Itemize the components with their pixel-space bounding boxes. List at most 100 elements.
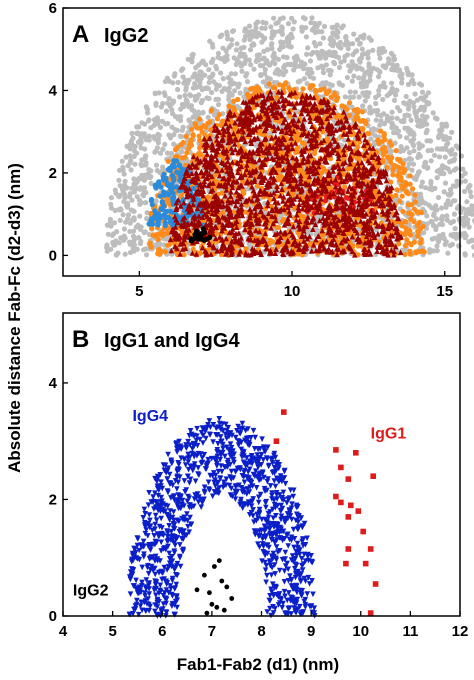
panel-a-point: [109, 232, 115, 238]
panel-a-point: [204, 85, 210, 91]
panel-a-point: [402, 125, 408, 131]
panel-a-point: [229, 159, 236, 165]
panel-a-point: [440, 234, 446, 240]
panel-a-point: [145, 118, 152, 124]
panel-a-point: [451, 211, 458, 217]
panel-a-point: [143, 153, 149, 159]
panel-a-point: [354, 37, 360, 43]
panel-a-point: [145, 110, 151, 116]
panel-a-point: [336, 64, 343, 70]
panel-a-point: [357, 41, 363, 47]
panel-a-point: [356, 94, 362, 100]
panel-a-point: [447, 192, 453, 198]
panel-a-point: [153, 198, 159, 204]
panel-a-point: [257, 62, 263, 69]
panel-a-point: [152, 90, 158, 96]
panel-a-point: [162, 141, 168, 147]
panel-a-point: [343, 201, 349, 207]
panel-a-point: [112, 207, 118, 214]
panel-a-point: [204, 151, 210, 157]
panel-a-point: [461, 230, 468, 236]
panel-a-point: [116, 194, 122, 200]
panel-a-point: [326, 224, 333, 230]
panel-a-point: [209, 210, 216, 217]
panel-a-point: [145, 135, 151, 141]
panel-a-point: [272, 133, 279, 140]
panel-a-point: [365, 157, 371, 164]
panel-a-point: [321, 23, 328, 29]
panel-a-point: [115, 250, 121, 256]
panel-a-point: [256, 52, 262, 58]
panel-a-point: [358, 34, 364, 40]
panel-a-point: [328, 178, 334, 184]
panel-a-point: [165, 158, 171, 164]
panel-a-point: [206, 67, 212, 73]
panel-a-point: [130, 233, 136, 239]
panel-a-point: [271, 112, 277, 119]
panel-a-point: [166, 192, 172, 198]
panel-a-point: [190, 74, 196, 80]
panel-a-point: [406, 150, 413, 156]
panel-a-point: [148, 180, 154, 186]
panel-a-point: [108, 223, 114, 229]
panel-a-point: [356, 128, 362, 134]
panel-a-point: [416, 248, 422, 255]
panel-a-point: [391, 97, 398, 103]
panel-a-point: [340, 189, 346, 196]
panel-a-point: [394, 187, 400, 193]
panel-a-point: [246, 228, 253, 235]
panel-a-point: [388, 179, 394, 185]
panel-a-point: [122, 192, 128, 198]
panel-a-point: [170, 111, 176, 117]
panel-a-point: [165, 242, 171, 248]
panel-a-point: [397, 67, 403, 73]
panel-a-point: [185, 172, 192, 178]
panel-a-point: [231, 80, 237, 86]
panel-a-point: [401, 170, 407, 176]
panel-a-point: [434, 248, 440, 254]
panel-a-point: [416, 151, 422, 157]
panel-a-points: [104, 15, 474, 258]
panel-a-point: [243, 249, 249, 256]
panel-a-point: [381, 111, 387, 117]
panel-a-point: [407, 173, 413, 179]
panel-a-point: [153, 148, 159, 154]
panel-a-point: [380, 159, 386, 165]
panel-a-point: [160, 164, 166, 170]
panel-a-point: [398, 144, 404, 150]
panel-a-point: [406, 240, 412, 246]
panel-a-point: [118, 207, 124, 213]
panel-a-point: [332, 90, 338, 97]
panel-a-point: [271, 190, 277, 196]
panel-a-point: [156, 90, 162, 96]
panel-a-point: [342, 54, 348, 60]
panel-a-point: [437, 127, 443, 133]
panel-a-point: [347, 68, 353, 74]
panel-a-point: [188, 103, 195, 109]
panel-a-point: [262, 25, 268, 31]
panel-a-point: [303, 34, 309, 40]
panel-a-point: [256, 191, 262, 197]
panel-a-point: [144, 216, 150, 222]
panel-a-point: [436, 133, 442, 139]
panel-a-point: [144, 106, 150, 112]
panel-a-point: [365, 55, 371, 61]
panel-a-point: [309, 123, 315, 129]
panel-a-point: [391, 163, 397, 169]
panel-a-point: [280, 54, 287, 60]
panel-a-point: [310, 49, 316, 56]
panel-a-point: [307, 58, 314, 64]
panel-a-point: [130, 245, 136, 251]
panel-a-point: [130, 135, 136, 141]
panel-a-point: [299, 24, 305, 30]
panel-a-point: [278, 173, 284, 179]
panel-a-point: [323, 62, 329, 68]
panel-a-point: [344, 74, 350, 81]
panel-a-point: [285, 146, 292, 152]
panel-a-point: [280, 72, 286, 78]
panel-a-point: [188, 93, 194, 99]
panel-a-point: [462, 170, 468, 176]
panel-a-point: [307, 85, 313, 91]
panel-a-point: [403, 93, 409, 100]
panel-a-point: [223, 251, 229, 257]
